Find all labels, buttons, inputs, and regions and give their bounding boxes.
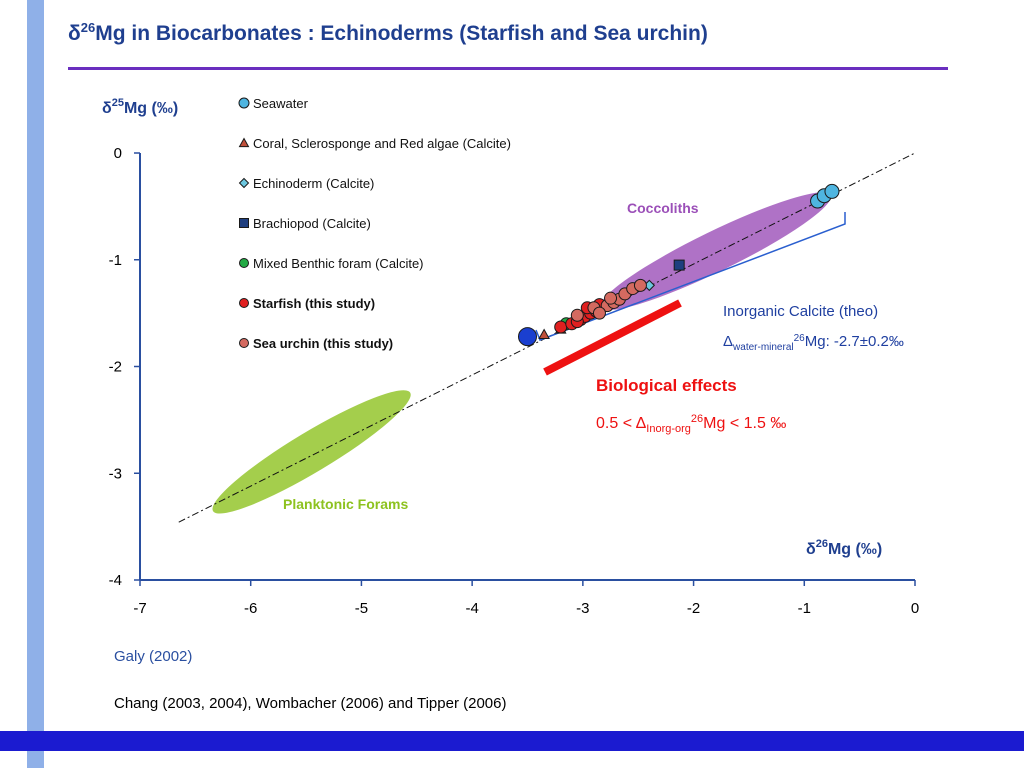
legend-label-brachiopod-calcite: Brachiopod (Calcite): [253, 216, 371, 231]
coccoliths-label: Coccoliths: [627, 200, 699, 216]
y-tick-label: -1: [109, 252, 122, 269]
title-divider: [68, 67, 948, 70]
coral-sclerosponge-and-red-algae-calcite-point: [538, 328, 550, 339]
x-tick-label: -7: [133, 600, 146, 617]
sea-urchin-this-study-point: [604, 291, 618, 305]
biological-effects-bar: [543, 299, 682, 376]
page-title: δ26Mg in Biocarbonates : Echinoderms (St…: [68, 20, 708, 45]
legend-label-sea-urchin-this-study: Sea urchin (this study): [253, 336, 393, 351]
planktonic-forams-label: Planktonic Forams: [283, 496, 408, 512]
legend-marker-echinoderm-calcite: [238, 177, 250, 189]
legend-marker-brachiopod-calcite: [239, 218, 249, 228]
legend-marker-starfish-this-study: [239, 298, 249, 308]
planktonic-forams-region: [212, 390, 411, 514]
legend-label-coral-sclerosponge-and-red-algae-calcite: Coral, Sclerosponge and Red algae (Calci…: [253, 136, 511, 151]
unlabeled-point: [518, 327, 537, 347]
legend-marker-coral-sclerosponge-and-red-algae-calcite: [238, 137, 250, 148]
y-tick-label: -2: [109, 359, 122, 376]
starfish-this-study-point: [554, 320, 568, 334]
reference-others: Chang (2003, 2004), Wombacher (2006) and…: [114, 695, 507, 712]
x-axis-label: δ26Mg (‰): [806, 538, 882, 558]
biological-effects-range: 0.5 < ΔInorg-org26Mg < 1.5 ‰: [596, 413, 786, 435]
y-tick-label: 0: [114, 145, 122, 162]
brachiopod-calcite-point: [673, 259, 685, 271]
left-accent-bar: [27, 0, 44, 768]
legend-label-starfish-this-study: Starfish (this study): [253, 296, 375, 311]
x-tick-label: -1: [798, 600, 811, 617]
x-tick-label: -4: [465, 600, 478, 617]
x-tick-label: -5: [355, 600, 368, 617]
x-tick-label: -3: [576, 600, 589, 617]
sea-urchin-this-study-point: [633, 278, 647, 292]
legend-label-mixed-benthic-foram-calcite: Mixed Benthic foram (Calcite): [253, 256, 424, 271]
sea-urchin-this-study-point: [570, 308, 584, 322]
reference-galy: Galy (2002): [114, 648, 193, 665]
y-tick-label: -4: [109, 572, 122, 589]
inorganic-bracket: [535, 212, 846, 341]
y-tick-label: -3: [109, 465, 122, 482]
coccoliths-region: [600, 192, 832, 311]
biological-effects-title: Biological effects: [596, 376, 737, 395]
legend-marker-seawater: [238, 97, 250, 109]
sea-urchin-this-study-point: [592, 306, 606, 320]
seawater-point: [824, 183, 840, 199]
legend-label-seawater: Seawater: [253, 96, 309, 111]
x-tick-label: -2: [687, 600, 700, 617]
x-tick-label: -6: [244, 600, 257, 617]
legend-label-echinoderm-calcite: Echinoderm (Calcite): [253, 176, 374, 191]
inorganic-fractionation-label: Δwater-mineral26Mg: -2.7±0.2‰: [723, 333, 904, 353]
legend-marker-sea-urchin-this-study: [239, 338, 249, 348]
y-axis-label: δ25Mg (‰): [102, 97, 178, 117]
inorganic-calcite-label: Inorganic Calcite (theo): [723, 303, 878, 320]
x-tick-label: 0: [911, 600, 919, 617]
legend-marker-mixed-benthic-foram-calcite: [239, 258, 249, 268]
bottom-band: [0, 731, 1024, 751]
